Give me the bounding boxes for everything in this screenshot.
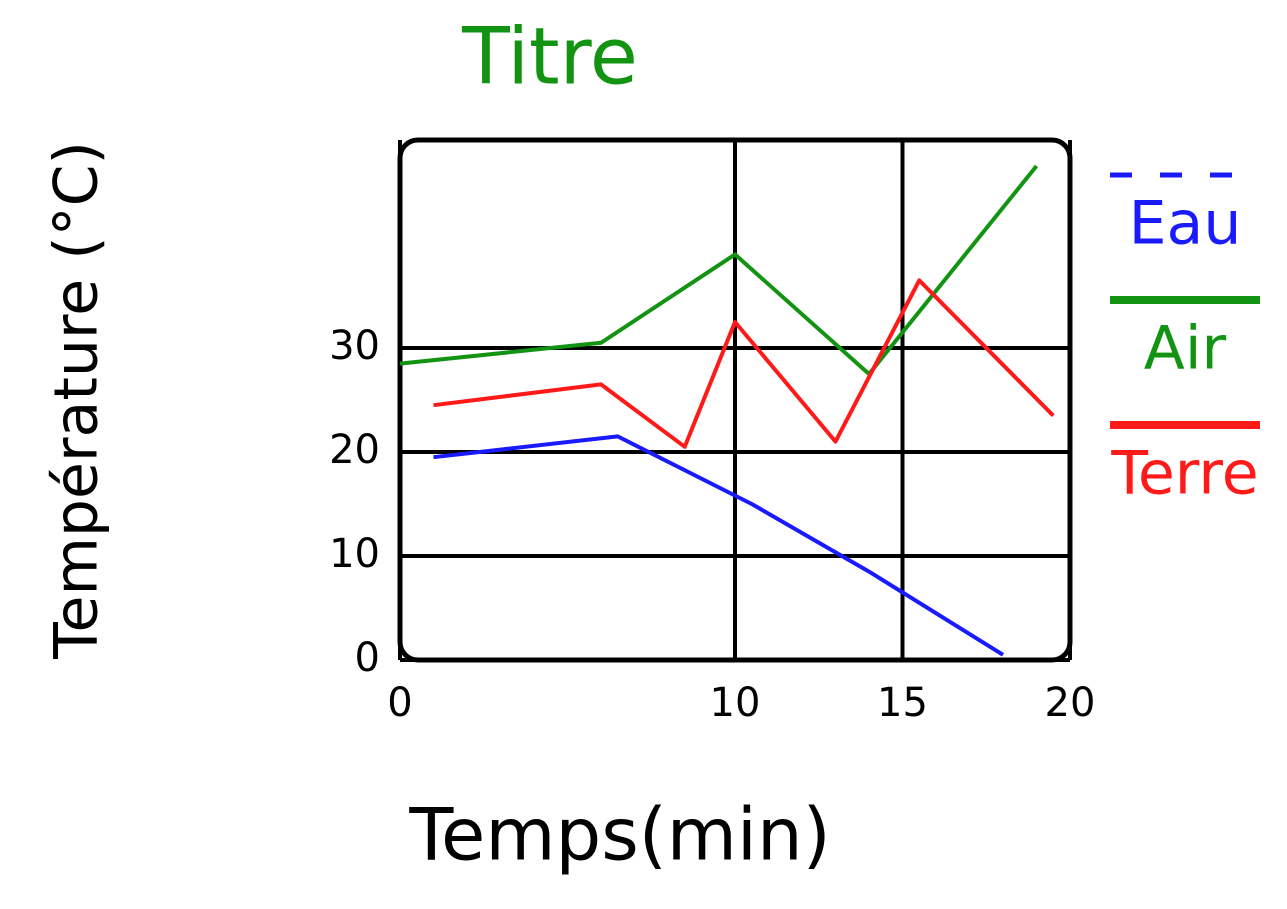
x-tick-label: 10: [710, 680, 761, 726]
y-tick-label: 30: [329, 323, 380, 369]
series-line: [399, 164, 1039, 376]
series-line: [433, 278, 1055, 449]
chart-title: Titre: [461, 12, 638, 102]
x-tick-label: 20: [1045, 680, 1096, 726]
legend-label: Terre: [1110, 439, 1258, 509]
legend-label: Air: [1144, 314, 1227, 384]
legend-label: Eau: [1129, 189, 1242, 259]
y-tick-label: 20: [329, 427, 380, 473]
y-tick-label: 0: [355, 635, 380, 681]
y-axis-label: Température (°C): [42, 141, 112, 660]
y-tick-label: 10: [329, 531, 380, 577]
x-tick-label: 15: [877, 680, 928, 726]
series-line: [433, 434, 1005, 657]
x-tick-label: 0: [387, 680, 412, 726]
x-axis-label: Temps(min): [408, 793, 830, 877]
